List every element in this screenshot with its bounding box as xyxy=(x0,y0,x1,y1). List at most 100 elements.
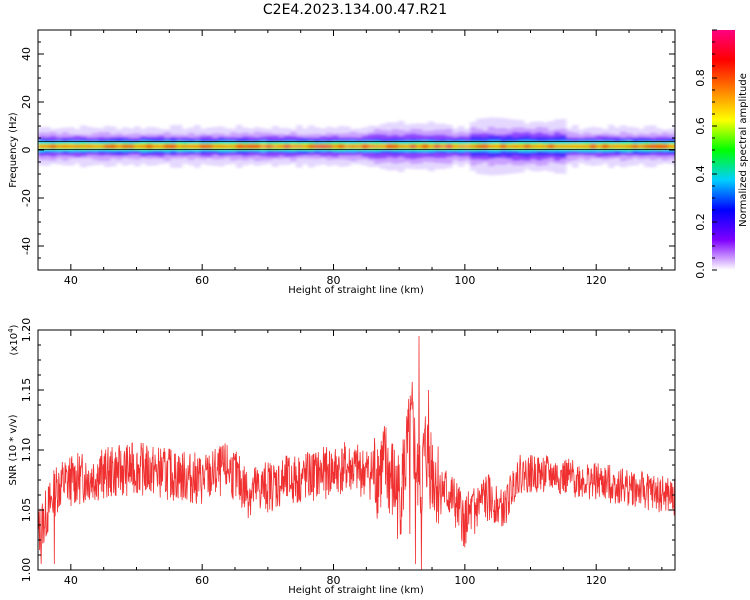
spectrogram-cell xyxy=(122,145,129,148)
spectrogram-x-label: Height of straight line (km) xyxy=(288,285,424,296)
snr-x-tick-label: 100 xyxy=(454,574,475,587)
spectrogram-cell xyxy=(476,145,483,148)
spectrogram-cell xyxy=(308,145,315,148)
spectrogram-cell xyxy=(614,145,621,148)
spectrogram-cell xyxy=(302,145,309,148)
spectrogram-cell xyxy=(596,145,603,148)
snr-y-tick-label: 1.10 xyxy=(20,438,33,463)
colorbar-tick-label: 0.8 xyxy=(694,69,707,87)
spectrogram-cell xyxy=(170,145,177,148)
spectrogram-cell xyxy=(392,145,399,148)
spectrogram-cell xyxy=(602,145,609,148)
spectrogram-cell xyxy=(140,145,147,148)
spectrogram-cell xyxy=(524,145,531,148)
spectrogram-cell xyxy=(38,145,45,148)
spectrogram-cell xyxy=(488,145,495,148)
spectrogram-cell xyxy=(386,145,393,148)
spectrogram-cell xyxy=(590,145,597,148)
snr-y-tick-label: 1.15 xyxy=(20,378,33,403)
spectrogram-y-tick-label: 0 xyxy=(20,147,33,154)
spectrogram-cell xyxy=(584,145,591,148)
spectrogram-cell xyxy=(68,145,75,148)
spectrogram-cell xyxy=(530,145,537,148)
spectrogram-cell xyxy=(398,145,405,148)
spectrogram-cell xyxy=(566,145,573,148)
snr-x-label: Height of straight line (km) xyxy=(288,585,424,596)
spectrogram-cell xyxy=(134,145,141,148)
snr-plot-area xyxy=(38,330,675,570)
spectrogram-cell xyxy=(284,145,291,148)
spectrogram-cell xyxy=(110,145,117,148)
spectrogram-cell xyxy=(470,145,477,148)
colorbar: 0.0 0.2 0.4 0.6 0.8 Normalized spectral ampl… xyxy=(694,29,749,279)
spectrogram-cell xyxy=(224,145,231,148)
spectrogram-cell xyxy=(188,145,195,148)
spectrogram-cell xyxy=(176,145,183,148)
spectrogram-cell xyxy=(158,145,165,148)
spectrogram-cell xyxy=(254,145,261,148)
spectrogram-cell xyxy=(554,145,561,148)
spectrogram-cell xyxy=(440,145,447,148)
spectrogram-cell xyxy=(446,145,453,148)
snr-x-tick-label: 80 xyxy=(327,574,341,587)
spectrogram-cell xyxy=(92,145,99,148)
spectrogram-cell xyxy=(128,145,135,148)
spectrogram-cell xyxy=(380,145,387,148)
spectrogram-cell xyxy=(146,145,153,148)
spectrogram-cell xyxy=(638,145,645,148)
spectrogram-cell xyxy=(326,145,333,148)
spectrogram-cell xyxy=(86,145,93,148)
spectrogram-cell xyxy=(98,145,105,148)
spectrogram-y-tick-label: 40 xyxy=(20,47,33,61)
spectrogram-cell xyxy=(464,145,471,148)
spectrogram-cell xyxy=(332,145,339,148)
spectrogram-cell xyxy=(260,145,267,148)
snr-panel: 40 60 80 100 120 1.00 1.05 1.10 1.15 1.20 Height… xyxy=(7,318,676,596)
spectrogram-cell xyxy=(536,145,543,148)
snr-y-tick-label: 1.20 xyxy=(20,318,33,343)
spectrogram-cell xyxy=(548,145,555,148)
spectrogram-x-tick-label: 120 xyxy=(586,274,607,287)
spectrogram-cell xyxy=(344,145,351,148)
colorbar-tick-label: 0.2 xyxy=(694,213,707,231)
snr-y-label: SNR (10 * v/v) xyxy=(8,414,19,485)
spectrogram-cell xyxy=(338,145,345,148)
spectrogram-cell xyxy=(290,145,297,148)
chart-title: C2E4.2023.134.00.47.R21 xyxy=(263,2,447,18)
spectrogram-band-layers xyxy=(38,117,675,176)
spectrogram-cell xyxy=(74,145,81,148)
spectrogram-cell xyxy=(50,145,57,148)
spectrogram-band xyxy=(38,117,675,176)
spectrogram-cell xyxy=(668,145,675,148)
spectrogram-cell xyxy=(320,145,327,148)
spectrogram-cell xyxy=(356,145,363,148)
spectrogram-cell xyxy=(236,145,243,148)
snr-series-line xyxy=(38,335,675,570)
spectrogram-cell xyxy=(410,145,417,148)
spectrogram-cell xyxy=(206,145,213,148)
spectrogram-cell xyxy=(368,145,375,148)
spectrogram-cell xyxy=(200,145,207,148)
spectrogram-cell xyxy=(404,145,411,148)
spectrogram-x-tick-label: 40 xyxy=(64,274,78,287)
spectrogram-cell xyxy=(458,145,465,148)
spectrogram-cell xyxy=(56,145,63,148)
spectrogram-cell xyxy=(242,145,249,148)
colorbar-tick-label: 0.0 xyxy=(694,261,707,279)
spectrogram-y-ticks: -40 -20 0 20 40 xyxy=(20,29,675,271)
spectrogram-y-tick-label: -40 xyxy=(20,237,33,255)
spectrogram-cell xyxy=(662,145,669,148)
spectrogram-cell xyxy=(194,145,201,148)
spectrogram-y-label: Frequency (Hz) xyxy=(8,112,19,188)
spectrogram-cell xyxy=(578,145,585,148)
spectrogram-cell xyxy=(518,145,525,148)
snr-y-ticks: 1.00 1.05 1.10 1.15 1.20 xyxy=(20,318,675,582)
snr-y-multiplier: (x104) xyxy=(7,324,20,355)
spectrogram-cell xyxy=(62,145,69,148)
spectrogram-x-ticks: 40 60 80 100 120 xyxy=(37,30,663,287)
spectrogram-cell xyxy=(608,145,615,148)
spectrogram-cell xyxy=(296,145,303,148)
spectrogram-panel: 40 60 80 100 120 -40 -20 0 20 40 Height of strai… xyxy=(8,29,676,296)
spectrogram-cell xyxy=(506,145,513,148)
